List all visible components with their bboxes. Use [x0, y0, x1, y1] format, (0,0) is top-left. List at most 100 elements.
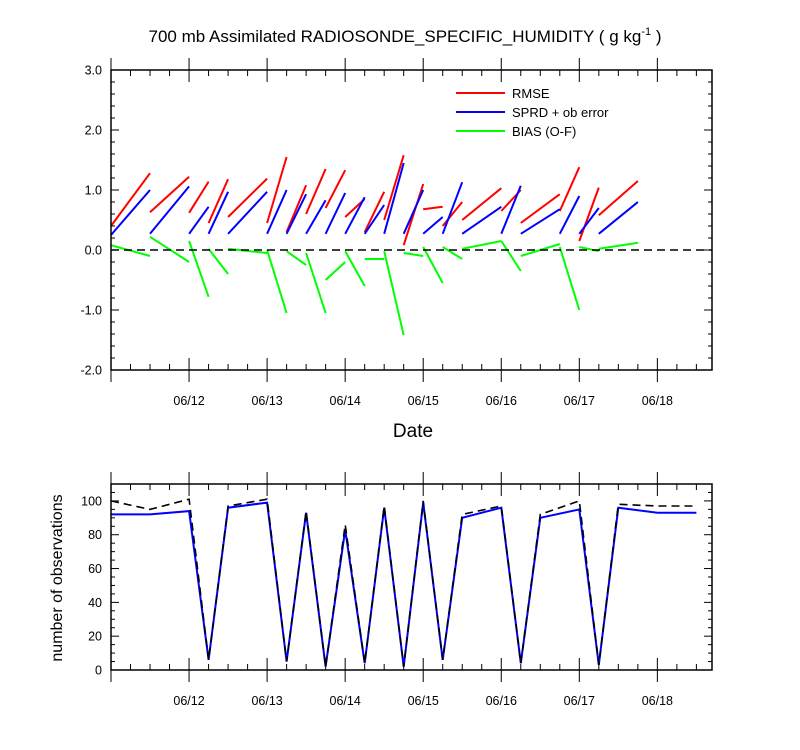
top-series-0-segment-17 [520, 193, 561, 224]
top-series-0-segment-5 [266, 156, 288, 224]
top-series-0-segment-19 [578, 187, 600, 242]
top-series-1-segment-15 [461, 205, 502, 235]
top-series-1-segment-12 [402, 189, 425, 235]
bottom-chart: 100 80 60 40 20 0 06/12 06/13 06/14 06/15 06/16 06/… [49, 472, 713, 708]
top-series-group [110, 154, 712, 336]
top-series-0-segment-6 [285, 184, 308, 233]
top-series-1-segment-13 [422, 216, 444, 235]
bottom-series-1-line [110, 498, 697, 667]
top-series-1-segment-11 [383, 162, 405, 235]
top-series-1-segment-18 [558, 195, 581, 235]
top-series-1-segment-8 [324, 192, 347, 235]
top-xtick-label-5: 06/17 [564, 394, 595, 408]
top-series-0-segment-14 [441, 201, 463, 227]
top-series-1-segment-7 [305, 199, 327, 235]
top-series-0-segment-20 [598, 180, 639, 216]
top-series-0-segment-18 [558, 166, 581, 212]
top-ytick-label-2: 1.0 [85, 184, 102, 198]
chart-title-suffix: ) [651, 27, 661, 46]
top-series-2-segment-5 [266, 249, 288, 314]
top-ytick-label-1: 2.0 [85, 124, 102, 138]
top-series-1-segment-10 [363, 204, 386, 235]
bottom-series-0-line [111, 501, 697, 667]
chart-title: 700 mb Assimilated RADIOSONDE_SPECIFIC_H… [149, 26, 662, 46]
top-series-2-segment-20 [598, 241, 639, 250]
top-series-2-segment-12 [403, 252, 424, 257]
top-series-2-segment-11 [383, 250, 405, 336]
top-series-2-segment-14 [442, 246, 463, 260]
bottom-xtick-label-1: 06/13 [251, 694, 282, 708]
bottom-xtick-label-4: 06/16 [486, 694, 517, 708]
top-chart: 700 mb Assimilated RADIOSONDE_SPECIFIC_H… [80, 26, 713, 442]
top-xtick-label-6: 06/18 [642, 394, 673, 408]
top-axes-group: 3.0 2.0 1.0 0.0 -1.0 -2.0 06/12 06/13 06/14 06/15… [80, 58, 713, 408]
bottom-ytick-label-5: 0 [95, 664, 102, 678]
top-series-1-segment-3 [207, 191, 230, 235]
bottom-ytick-label-2: 60 [88, 562, 102, 576]
top-series-1-segment-2 [188, 206, 210, 235]
bottom-ytick-label-3: 40 [88, 596, 102, 610]
top-series-0-segment-11 [383, 154, 405, 221]
chart-title-superscript: -1 [641, 26, 651, 38]
top-series-0-segment-10 [363, 191, 386, 233]
top-plot-frame [110, 69, 713, 371]
top-series-2-segment-3 [207, 248, 229, 275]
top-series-0-segment-2 [188, 181, 210, 214]
top-series-1-segment-17 [520, 208, 561, 235]
top-series-1-segment-9 [344, 196, 366, 235]
top-series-0-segment-0 [110, 172, 151, 227]
bottom-ytick-label-0: 100 [81, 494, 102, 508]
bottom-ytick-label-4: 20 [88, 630, 102, 644]
bottom-axes-group: 100 80 60 40 20 0 06/12 06/13 06/14 06/15 06/16 06/… [81, 472, 713, 708]
bottom-xtick-label-5: 06/17 [564, 694, 595, 708]
top-series-1-segment-6 [285, 193, 307, 235]
legend: RMSE SPRD + ob error BIAS (O-F) [456, 86, 609, 139]
top-series-0-segment-13 [423, 205, 443, 211]
legend-label-2: BIAS (O-F) [512, 124, 576, 139]
top-ytick-label-0: 3.0 [85, 64, 102, 78]
top-xtick-label-0: 06/12 [173, 394, 204, 408]
chart-title-main: 700 mb Assimilated RADIOSONDE_SPECIFIC_H… [149, 27, 642, 46]
top-series-2-segment-7 [305, 252, 327, 314]
top-series-2-segment-13 [422, 246, 444, 284]
bottom-ytick-label-1: 80 [88, 528, 102, 542]
top-series-1-segment-19 [578, 207, 600, 235]
bottom-series-group [110, 498, 697, 667]
top-xtick-label-2: 06/14 [330, 394, 361, 408]
top-series-1-segment-16 [500, 185, 522, 235]
top-series-0-segment-7 [305, 168, 327, 215]
legend-label-1: SPRD + ob error [512, 105, 609, 120]
bottom-xtick-label-0: 06/12 [173, 694, 204, 708]
top-series-0-segment-3 [207, 178, 230, 224]
top-series-1-segment-5 [266, 189, 288, 235]
legend-label-0: RMSE [512, 86, 550, 101]
top-series-2-segment-16 [500, 240, 522, 272]
top-series-0-segment-12 [402, 183, 425, 246]
top-series-2-segment-18 [558, 246, 581, 311]
top-series-1-segment-14 [441, 181, 464, 235]
top-ytick-label-4: -1.0 [80, 304, 102, 318]
bottom-xtick-label-6: 06/18 [642, 694, 673, 708]
top-series-1-segment-0 [110, 189, 151, 236]
bottom-plot-frame [110, 483, 713, 671]
top-ytick-label-3: 0.0 [85, 244, 102, 258]
top-xtick-label-1: 06/13 [251, 394, 282, 408]
top-xtick-label-4: 06/16 [486, 394, 517, 408]
top-series-1-segment-4 [227, 191, 268, 235]
top-series-1-segment-1 [149, 185, 190, 235]
top-series-0-segment-4 [227, 177, 268, 218]
top-series-2-segment-6 [286, 250, 307, 266]
top-xtick-label-3: 06/15 [408, 394, 439, 408]
bottom-xtick-label-3: 06/15 [408, 694, 439, 708]
top-series-2-segment-15 [462, 240, 502, 250]
top-series-1-segment-20 [598, 201, 639, 235]
top-series-0-segment-8 [324, 169, 347, 209]
x-axis-label: Date [393, 421, 433, 442]
top-series-0-segment-1 [149, 176, 190, 213]
top-ytick-label-5: -2.0 [80, 364, 102, 378]
y-axis-label: number of observations [49, 494, 66, 661]
top-series-2-segment-9 [344, 250, 366, 287]
bottom-xtick-label-2: 06/14 [330, 694, 361, 708]
top-series-2-segment-8 [324, 261, 346, 281]
